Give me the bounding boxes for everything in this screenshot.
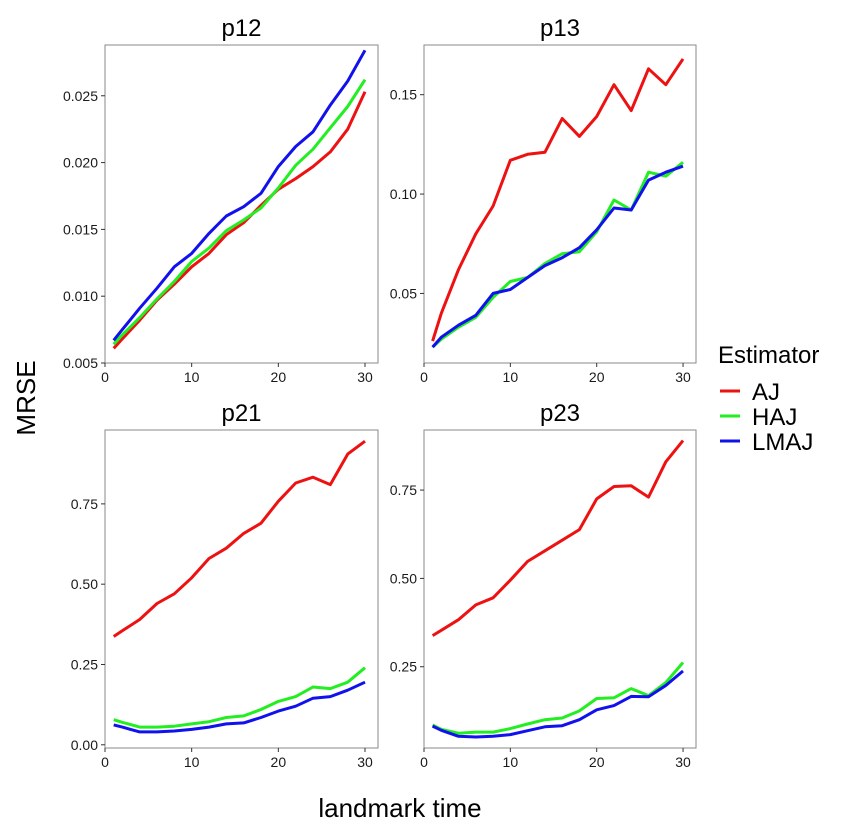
- series-line-aj: [112, 439, 366, 638]
- panel-border: [104, 44, 379, 364]
- series-line-lmaj: [112, 49, 367, 342]
- y-tick-label: 0.75: [390, 482, 417, 498]
- y-tick-label: 0.50: [390, 570, 417, 586]
- y-tick-label: 0.005: [63, 355, 98, 371]
- x-tick-label: 20: [589, 754, 605, 770]
- facet-title-p23: p23: [540, 400, 580, 427]
- legend-entry-aj: AJ: [720, 379, 780, 406]
- facet-p23: p23 0.25 0.50 0.75 0 10 20 30: [390, 400, 697, 770]
- y-tick-label: 0.10: [390, 186, 417, 202]
- facet-title-p21: p21: [221, 400, 261, 427]
- series-line-haj: [431, 161, 684, 349]
- legend-entry-haj: HAJ: [720, 404, 797, 431]
- y-tick-label: 0.020: [63, 155, 98, 171]
- x-tick-label: 0: [101, 369, 109, 385]
- y-tick-label: 0.15: [390, 87, 417, 103]
- series-line-lmaj: [113, 680, 366, 734]
- legend-entry-lmaj: LMAJ: [720, 429, 813, 456]
- panel-border: [104, 429, 379, 749]
- y-tick-label: 0.25: [390, 659, 417, 675]
- x-tick-label: 0: [101, 754, 109, 770]
- x-tick-label: 30: [357, 369, 373, 385]
- y-axis-title: MRSE: [11, 360, 41, 435]
- x-tick-label: 0: [420, 369, 428, 385]
- series-line-lmaj: [431, 669, 684, 739]
- x-tick-label: 0: [420, 754, 428, 770]
- legend-label-haj: HAJ: [752, 404, 797, 431]
- facet-p12: p12 0.005 0.010 0.015 0.020 0.025 0 10 20 30: [63, 15, 379, 385]
- legend: Estimator AJ HAJ LMAJ: [718, 342, 819, 456]
- x-tick-label: 10: [503, 754, 519, 770]
- facet-p13: p13 0.05 0.10 0.15 0 10 20 30: [390, 15, 697, 385]
- x-tick-label: 30: [357, 754, 373, 770]
- series-line-lmaj: [431, 164, 684, 349]
- series-line-haj: [113, 666, 366, 729]
- y-tick-label: 0.010: [63, 288, 98, 304]
- x-tick-label: 20: [589, 369, 605, 385]
- x-tick-label: 30: [675, 369, 691, 385]
- facet-panels: p12 0.005 0.010 0.015 0.020 0.025 0 10 20 30 p13 0.…: [63, 15, 697, 770]
- series-line-haj: [431, 661, 685, 735]
- panel-border: [423, 44, 697, 364]
- x-tick-label: 10: [503, 369, 519, 385]
- y-tick-label: 0.025: [63, 88, 98, 104]
- series-line-aj: [431, 439, 685, 637]
- legend-title: Estimator: [718, 342, 819, 369]
- x-tick-label: 30: [675, 754, 691, 770]
- x-tick-label: 20: [271, 754, 287, 770]
- facet-p21: p21 0.00 0.25 0.50 0.75 0 10 20 30: [71, 400, 379, 770]
- series-line-haj: [112, 78, 367, 346]
- x-tick-label: 10: [184, 369, 200, 385]
- y-tick-label: 0.75: [71, 496, 98, 512]
- y-tick-label: 0.05: [390, 285, 417, 301]
- y-tick-label: 0.50: [71, 576, 98, 592]
- legend-label-aj: AJ: [752, 379, 780, 406]
- series-line-aj: [431, 58, 685, 342]
- y-tick-label: 0.015: [63, 221, 98, 237]
- legend-label-lmaj: LMAJ: [752, 429, 813, 456]
- x-tick-label: 10: [184, 754, 200, 770]
- y-tick-label: 0.00: [71, 737, 98, 753]
- facet-title-p13: p13: [540, 15, 580, 42]
- panel-border: [423, 429, 697, 749]
- facet-title-p12: p12: [221, 15, 261, 42]
- y-tick-label: 0.25: [71, 656, 98, 672]
- x-tick-label: 20: [271, 369, 287, 385]
- x-axis-title: landmark time: [318, 793, 481, 823]
